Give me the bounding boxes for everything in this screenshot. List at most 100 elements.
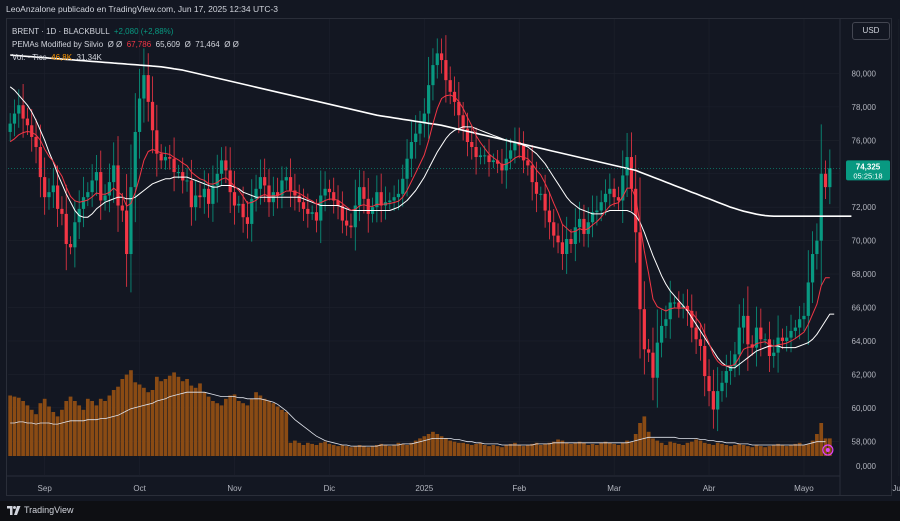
candle-body [603,193,608,203]
volume-bar [271,403,276,456]
candle-body [306,208,310,214]
volume-bar [288,442,293,456]
volume-bar [595,445,599,456]
x-tick-label: Nov [227,484,241,493]
candle-body [198,195,202,198]
volume-bar [142,387,146,456]
candle-body [435,53,439,66]
volume-bar [525,445,530,456]
candle-body [189,180,193,208]
candle-body [319,195,323,221]
volume-bar [16,397,21,456]
volume-bar [659,442,664,456]
volume-bar [146,392,151,456]
candle-body [733,354,737,367]
volume-bar [767,446,772,456]
tradingview-logo[interactable]: TradingView [7,505,74,515]
candle-body [345,220,349,226]
volume-bar [267,401,271,456]
candle-body [64,213,68,244]
candle-body [401,178,405,194]
candle-body [194,195,198,208]
volume-bar [180,381,185,456]
candle-body [293,190,297,196]
currency-button[interactable]: USD [852,22,890,40]
candle-body [530,165,534,183]
volume-bar [728,446,733,456]
candle-body [560,242,564,255]
volume-bar [720,443,724,456]
volume-bar [150,390,155,456]
candle-body [478,155,483,158]
volume-bar [676,443,681,456]
candle-body [418,123,422,134]
volume-bar [137,384,142,456]
indicator-name[interactable]: PEMAs Modified by Silvio [12,40,104,49]
volume-bar [431,431,435,456]
volume-bar [262,398,267,456]
candle-body [232,192,237,206]
volume-bar [668,441,673,456]
volume-bar [513,442,517,456]
volume-bar [672,442,677,456]
volume-bar [642,416,647,456]
y-tick-label: 80,000 [852,69,877,78]
volume-bar [81,409,86,456]
volume-bar [392,445,396,456]
volume-bar [301,445,306,456]
symbol-label[interactable]: BRENT · 1D · BLACKBULL [12,27,110,36]
candle-body [202,188,206,198]
volume-bar [810,440,815,456]
volume-bar [603,441,608,456]
candle-body [237,203,241,206]
volume-bar [133,382,138,456]
volume-bar [646,431,651,456]
volume-label[interactable]: Vol. · Tics [12,53,47,62]
candle-body [547,210,552,223]
volume-bar [685,442,690,456]
volume-bar [465,443,470,456]
volume-bar [8,395,13,456]
candle-body [815,240,819,255]
candle-body [785,337,789,341]
volume-bar [224,398,228,456]
candle-body [310,212,314,214]
volume-bar [664,445,668,456]
volume-bar [439,436,444,456]
volume-bar [219,405,224,456]
candle-body [357,187,362,206]
volume-bar [159,381,164,456]
volume-bar [111,390,116,456]
candle-body [375,192,379,208]
candle-body [176,172,181,174]
candle-body [539,193,543,195]
volume-bar [349,447,353,456]
candle-body [431,65,435,86]
candle-body [301,202,306,209]
volume-bar [711,445,716,456]
volume-bar [60,409,64,456]
volume-bar [275,406,280,456]
volume-bar [819,423,824,456]
candle-body [616,197,621,201]
volume-bar [763,447,767,456]
indicator-value-red: 67,786 [126,40,152,49]
volume-bar [409,442,414,456]
candle-body [578,218,582,228]
candle-body [621,175,625,201]
candle-body [392,197,396,201]
volume-bar [776,443,780,456]
indicator-value-white: 65,609 [155,40,181,49]
volume-bar [107,395,112,456]
candle-body [625,157,629,176]
candle-body [396,193,401,198]
candle-body [34,136,38,148]
volume-bar [68,396,73,456]
candle-body [582,218,586,234]
candle-body [181,172,185,181]
volume-bar [47,406,51,456]
volume-bar [456,442,461,456]
candle-body [595,210,599,213]
volume-bar [491,445,496,456]
